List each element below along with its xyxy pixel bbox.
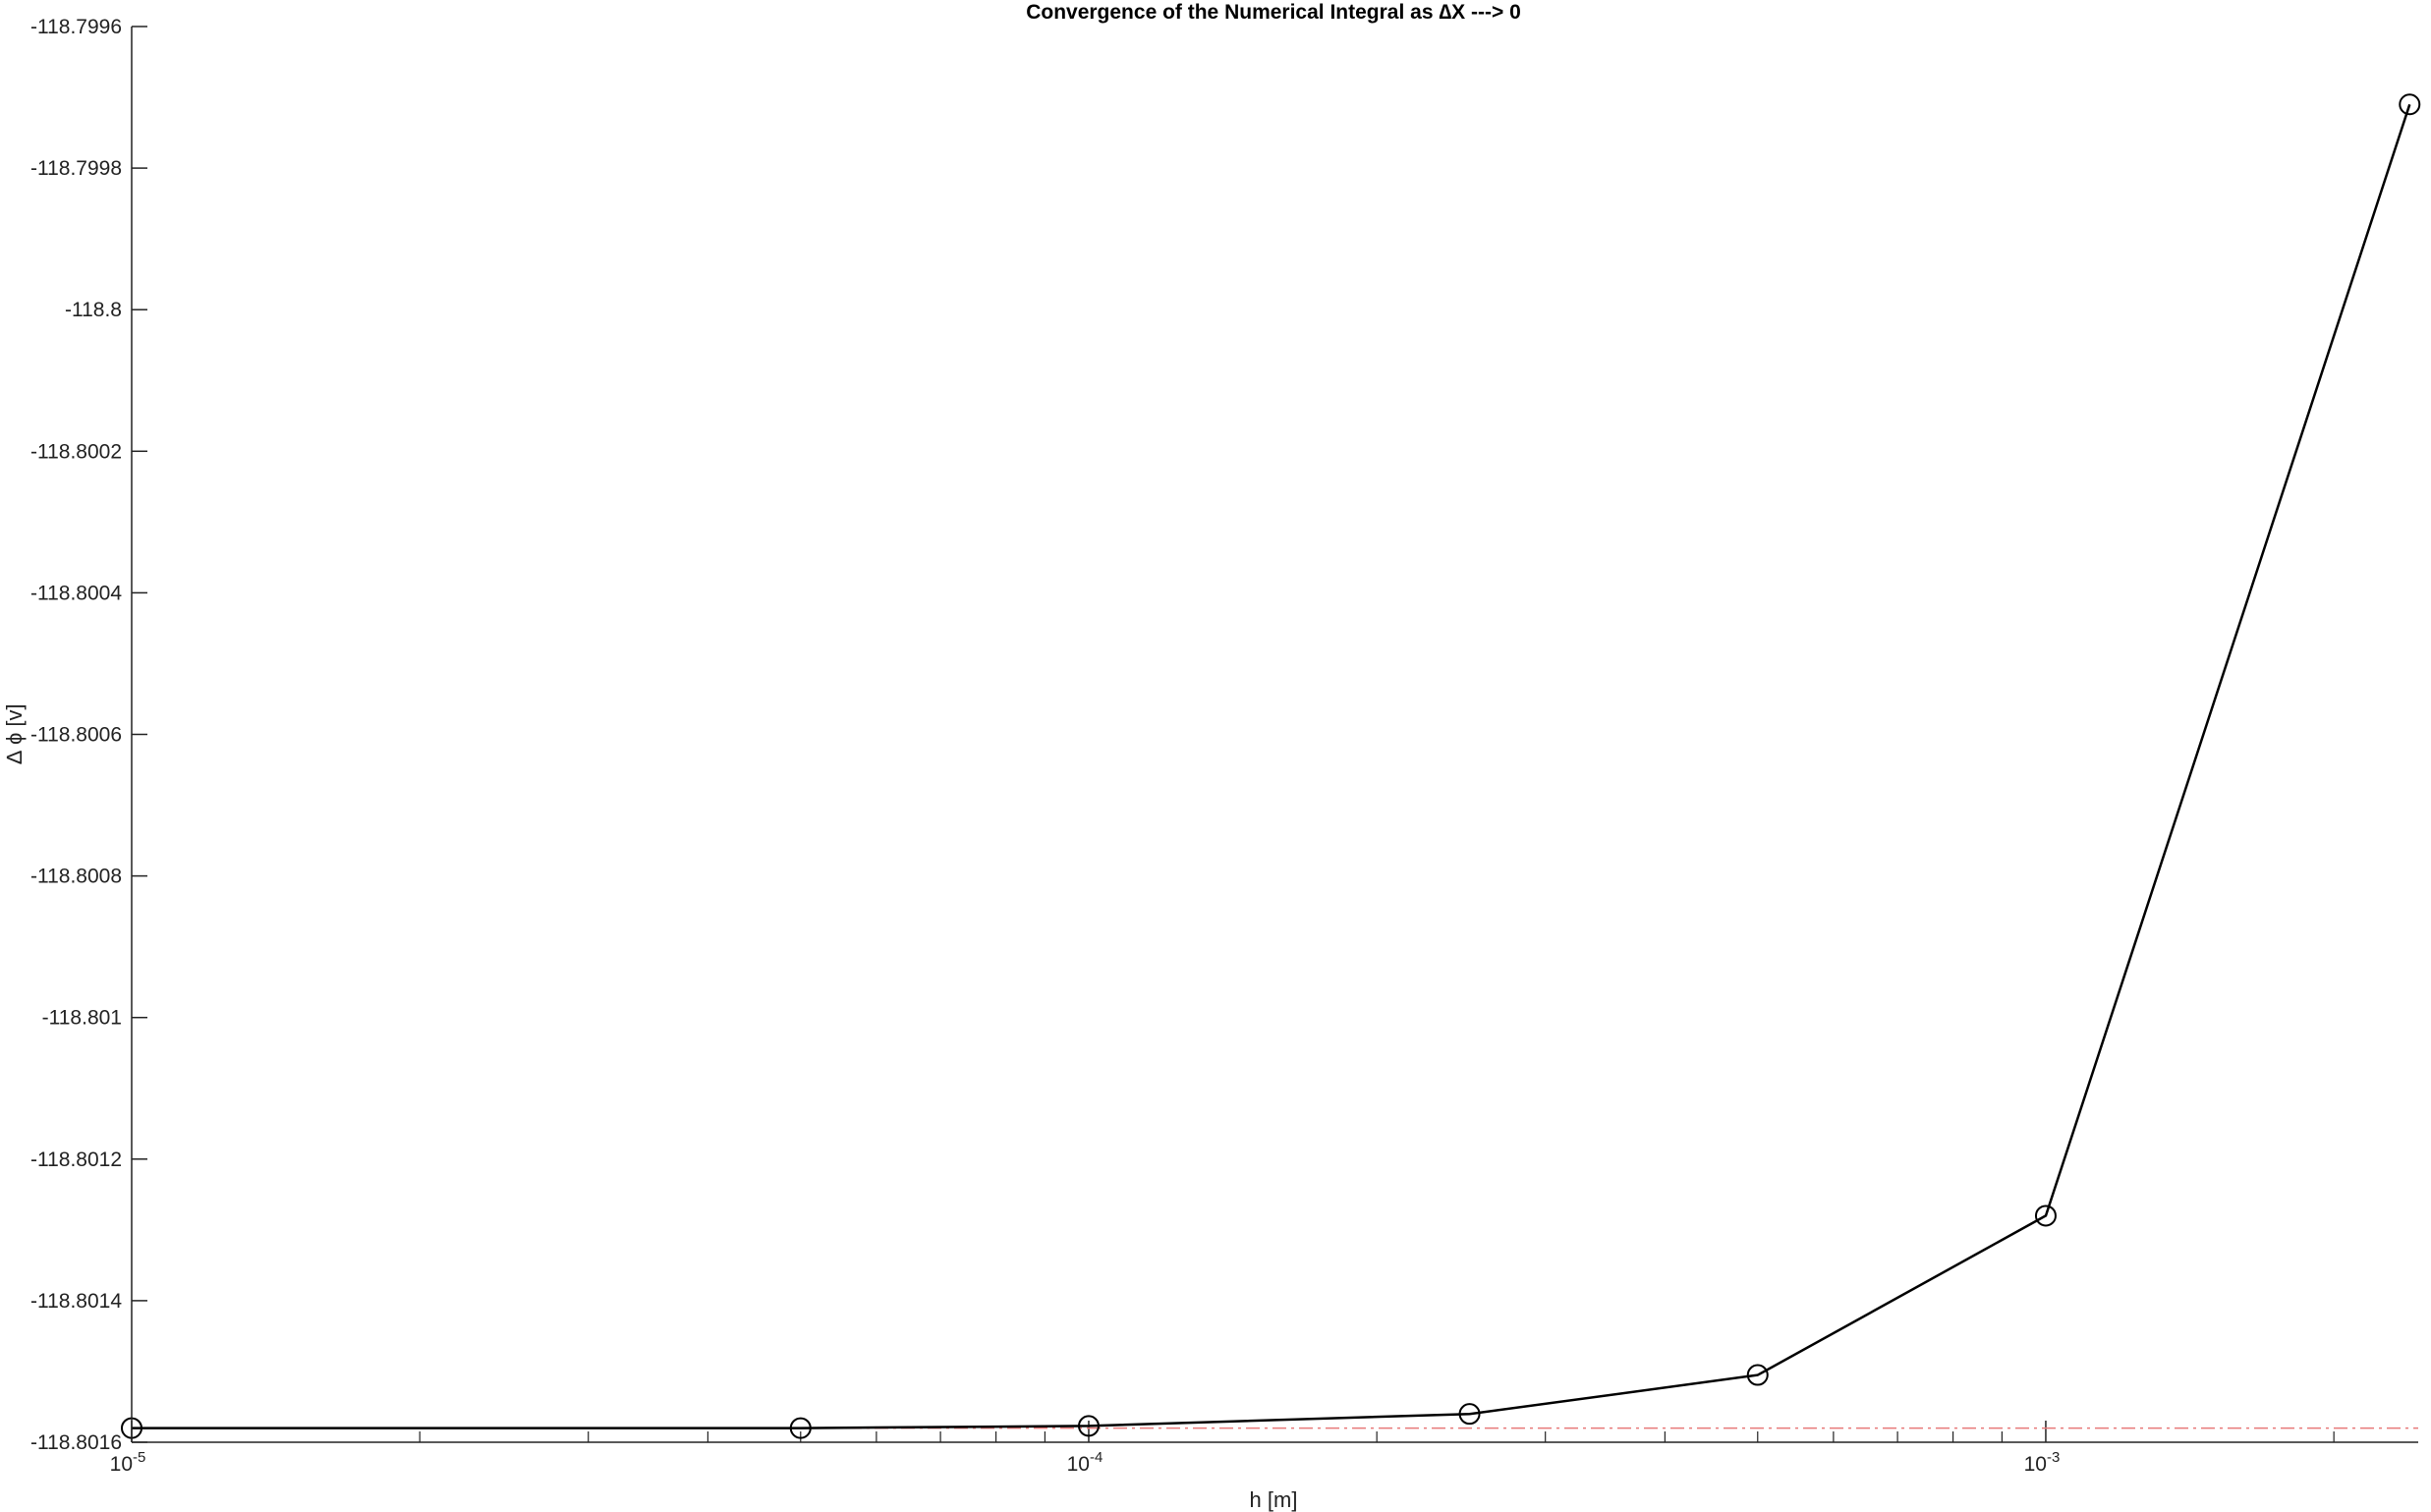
series-line: [132, 103, 2411, 1429]
x-tick-exponent: -3: [2047, 1449, 2060, 1466]
data-point-marker: [2399, 93, 2421, 116]
x-tick-label: 10-4: [1067, 1449, 1103, 1476]
series-markers: [121, 93, 2421, 1439]
data-point-marker: [1458, 1403, 1481, 1426]
x-tick-base: 10: [1067, 1453, 1090, 1476]
data-point-marker: [789, 1417, 812, 1439]
y-tick-label: -118.7996: [30, 16, 122, 38]
x-tick-exponent: -5: [133, 1449, 145, 1466]
y-axis-ticks: -118.7996 -118.7998 -118.8 -118.8002 -118.80…: [30, 16, 147, 1454]
data-point-marker: [1746, 1364, 1769, 1386]
y-tick-label: -118.8006: [30, 724, 122, 747]
x-tick-base: 10: [2024, 1453, 2047, 1476]
y-tick-label: -118.801: [42, 1007, 122, 1030]
chart-title: Convergence of the Numerical Integral as…: [1026, 1, 1521, 24]
y-tick-label: -118.7998: [30, 157, 122, 180]
y-tick-label: -118.8014: [30, 1290, 122, 1313]
x-tick-exponent: -4: [1090, 1449, 1102, 1466]
y-tick-label: -118.8012: [30, 1148, 122, 1171]
y-tick-label: -118.8008: [30, 866, 122, 888]
y-tick-label: -118.8004: [30, 582, 122, 604]
x-axis-label: h [m]: [1250, 1487, 1298, 1512]
y-tick-label: -118.8: [65, 299, 122, 321]
data-point-marker: [1077, 1415, 1100, 1437]
x-tick-label: 10-3: [2024, 1449, 2061, 1476]
x-tick-label: 10-5: [110, 1449, 146, 1476]
data-point-marker: [2034, 1204, 2057, 1227]
y-tick-label: -118.8002: [30, 440, 122, 463]
x-tick-base: 10: [110, 1453, 133, 1476]
y-axis-label: ∆ ϕ [v]: [2, 703, 27, 763]
y-tick-label: -118.8016: [30, 1431, 122, 1454]
